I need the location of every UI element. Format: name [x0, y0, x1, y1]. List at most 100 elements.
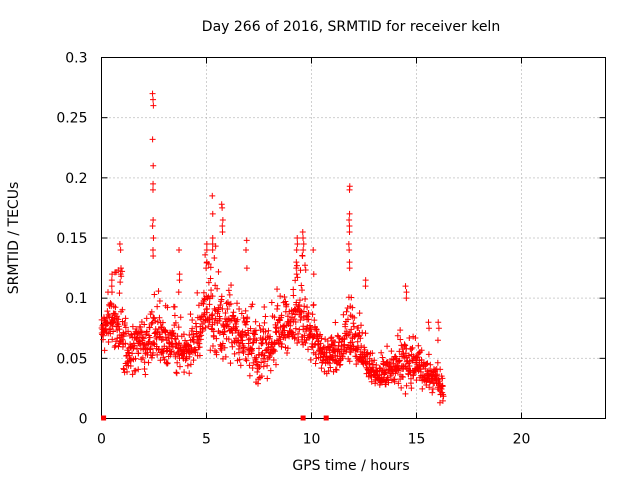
- data-point: [190, 357, 197, 364]
- data-point: [262, 313, 269, 320]
- data-point: [146, 338, 153, 345]
- y-axis-label: SRMTID / TECUs: [6, 182, 22, 295]
- zero-marker: [323, 415, 329, 421]
- data-point: [127, 344, 134, 351]
- data-point: [373, 361, 380, 368]
- data-point: [227, 300, 234, 307]
- data-point: [305, 346, 312, 353]
- data-point: [242, 307, 249, 314]
- data-point: [101, 347, 108, 354]
- data-point: [229, 343, 236, 350]
- data-point: [403, 382, 410, 389]
- data-point-spike: [209, 192, 216, 199]
- data-point: [192, 349, 199, 356]
- data-point: [260, 363, 267, 370]
- data-point-spike: [219, 204, 226, 211]
- data-point: [429, 386, 436, 393]
- data-point: [405, 360, 412, 367]
- data-point: [154, 351, 161, 358]
- data-point: [167, 351, 174, 358]
- x-axis-label: GPS time / hours: [292, 458, 409, 474]
- data-point: [114, 313, 121, 320]
- data-point: [308, 325, 315, 332]
- data-point: [391, 376, 398, 383]
- data-point: [258, 340, 265, 347]
- data-point: [349, 304, 356, 311]
- data-point: [128, 356, 135, 363]
- data-point-spike: [150, 216, 157, 223]
- data-point: [190, 334, 197, 340]
- data-point: [209, 342, 216, 349]
- data-point: [392, 370, 399, 377]
- data-point: [292, 277, 299, 284]
- data-point: [221, 328, 228, 335]
- data-point: [284, 350, 291, 357]
- data-point: [173, 370, 180, 377]
- data-point: [317, 340, 324, 347]
- data-point: [362, 359, 369, 366]
- data-point: [208, 287, 215, 294]
- data-point-spike: [175, 289, 182, 296]
- data-point-spike: [203, 241, 210, 248]
- data-point: [135, 350, 142, 357]
- data-point: [335, 333, 342, 340]
- data-point-spike: [149, 90, 156, 97]
- data-point: [298, 282, 305, 289]
- data-point: [151, 315, 158, 322]
- data-point: [310, 301, 317, 308]
- data-point: [358, 322, 365, 329]
- data-point-spike: [426, 325, 433, 332]
- data-point: [227, 360, 234, 367]
- data-point: [296, 301, 303, 308]
- data-point-spike: [203, 265, 210, 272]
- data-point-spike: [176, 247, 183, 254]
- data-point: [382, 369, 389, 376]
- data-point: [353, 353, 360, 360]
- data-point: [225, 287, 232, 294]
- data-point: [186, 331, 193, 338]
- data-point: [200, 289, 207, 296]
- data-point: [229, 329, 236, 336]
- data-point-spike: [346, 228, 353, 235]
- data-point: [258, 373, 265, 380]
- data-point: [314, 341, 321, 348]
- data-point: [361, 346, 368, 353]
- data-point: [379, 354, 386, 361]
- data-point: [145, 359, 152, 366]
- data-point: [184, 362, 191, 369]
- data-point-spike: [149, 136, 156, 143]
- data-point: [305, 309, 312, 316]
- data-point: [211, 347, 218, 354]
- data-point: [281, 294, 288, 301]
- data-point: [252, 318, 259, 325]
- data-point-spike: [149, 222, 156, 229]
- data-point: [393, 355, 400, 362]
- data-point: [264, 362, 271, 369]
- data-point: [406, 335, 413, 342]
- data-point: [296, 297, 303, 304]
- data-point: [243, 357, 250, 364]
- data-point: [409, 344, 416, 351]
- data-point-spike: [402, 283, 409, 290]
- data-point: [412, 335, 419, 342]
- data-point: [181, 369, 188, 376]
- data-point: [187, 361, 194, 368]
- chart-title: Day 266 of 2016, SRMTID for receiver kel…: [202, 19, 500, 35]
- data-point: [139, 334, 146, 341]
- data-point: [312, 360, 319, 367]
- data-point-spike: [242, 247, 249, 254]
- data-point: [143, 315, 150, 322]
- data-point: [176, 340, 183, 347]
- data-point: [236, 305, 243, 312]
- data-point: [180, 331, 187, 338]
- data-point: [277, 293, 284, 300]
- data-point: [199, 326, 206, 333]
- data-point: [115, 316, 122, 323]
- data-point: [239, 337, 246, 344]
- data-point: [165, 334, 172, 341]
- data-point: [396, 358, 403, 365]
- data-point: [171, 349, 178, 356]
- data-point: [400, 353, 407, 360]
- data-point: [160, 354, 167, 361]
